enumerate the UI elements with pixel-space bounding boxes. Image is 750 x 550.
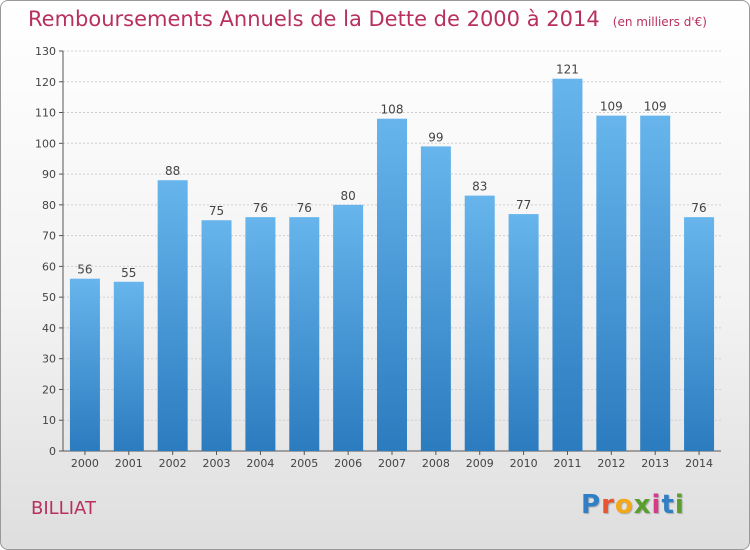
data-label: 88 [165, 164, 180, 178]
y-tick-label: 130 [35, 45, 56, 58]
bar-2013 [640, 115, 671, 451]
y-tick-label: 10 [42, 414, 56, 427]
y-tick-label: 30 [42, 353, 56, 366]
bar-2011 [552, 78, 583, 451]
x-tick-label: 2003 [203, 457, 231, 470]
chart-title-row: Remboursements Annuels de la Dette de 20… [28, 7, 707, 31]
data-label: 77 [516, 198, 531, 212]
y-tick-label: 120 [35, 76, 56, 89]
bar-2003 [201, 220, 232, 451]
bar-2014 [684, 217, 715, 451]
data-label: 109 [644, 100, 667, 114]
data-label: 75 [209, 204, 224, 218]
data-label: 76 [691, 201, 706, 215]
data-label: 109 [600, 100, 623, 114]
bar-2012 [596, 115, 627, 451]
y-tick-label: 80 [42, 199, 56, 212]
city-name: BILLIAT [31, 498, 96, 519]
chart-unit: (en milliers d'€) [612, 15, 707, 29]
bar-2001 [113, 281, 144, 451]
data-label: 83 [472, 180, 487, 194]
x-tick-label: 2007 [378, 457, 406, 470]
y-tick-label: 40 [42, 322, 56, 335]
bar-2008 [420, 146, 451, 451]
data-label: 121 [556, 63, 579, 77]
x-tick-label: 2013 [641, 457, 669, 470]
y-tick-label: 70 [42, 230, 56, 243]
bar-2000 [69, 278, 100, 451]
x-tick-label: 2008 [422, 457, 450, 470]
data-label: 56 [77, 263, 92, 277]
x-tick-label: 2006 [334, 457, 362, 470]
data-label: 108 [381, 103, 404, 117]
y-tick-label: 50 [42, 291, 56, 304]
bar-2007 [377, 118, 407, 451]
x-tick-label: 2012 [597, 457, 625, 470]
bar-2006 [333, 204, 364, 451]
chart-title: Remboursements Annuels de la Dette de 20… [28, 7, 600, 31]
data-label: 99 [428, 130, 443, 144]
y-tick-label: 20 [42, 383, 56, 396]
bar-2005 [289, 217, 320, 451]
x-tick-label: 2000 [71, 457, 99, 470]
x-tick-label: 2002 [159, 457, 187, 470]
x-tick-label: 2009 [466, 457, 494, 470]
x-tick-label: 2010 [510, 457, 538, 470]
bar-2004 [245, 217, 276, 451]
y-tick-label: 100 [35, 137, 56, 150]
y-tick-label: 90 [42, 168, 56, 181]
y-tick-label: 0 [49, 445, 56, 458]
x-tick-label: 2001 [115, 457, 143, 470]
data-label: 80 [340, 189, 355, 203]
x-tick-label: 2014 [685, 457, 713, 470]
y-tick-label: 60 [42, 260, 56, 273]
x-tick-label: 2011 [553, 457, 581, 470]
proxiti-logo: Proxiti [581, 490, 685, 520]
data-label: 76 [253, 201, 268, 215]
bar-2010 [508, 214, 539, 451]
data-label: 76 [297, 201, 312, 215]
data-label: 55 [121, 266, 136, 280]
bar-2002 [157, 180, 188, 451]
y-tick-label: 110 [35, 107, 56, 120]
bar-2009 [464, 195, 495, 451]
x-tick-label: 2005 [290, 457, 318, 470]
x-tick-label: 2004 [246, 457, 274, 470]
